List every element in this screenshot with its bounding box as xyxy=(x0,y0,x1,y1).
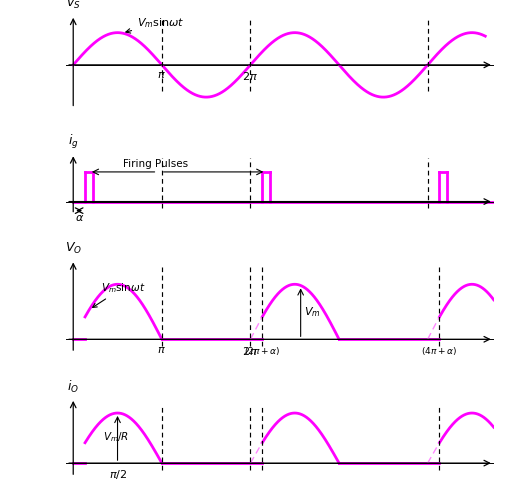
Text: $V_m$sin$\omega t$: $V_m$sin$\omega t$ xyxy=(126,16,184,33)
Text: $\pi$: $\pi$ xyxy=(157,70,166,80)
Text: $(2\pi+\alpha)$: $(2\pi+\alpha)$ xyxy=(244,345,280,357)
Text: $V_m$sin$\omega t$: $V_m$sin$\omega t$ xyxy=(93,281,145,308)
Text: $i_O$: $i_O$ xyxy=(67,379,79,395)
Text: Firing Pulses: Firing Pulses xyxy=(123,160,188,169)
Text: $\pi$: $\pi$ xyxy=(157,345,166,355)
Text: $\alpha$: $\alpha$ xyxy=(74,213,83,223)
Text: $V_O$: $V_O$ xyxy=(65,241,82,256)
Text: $i_g$: $i_g$ xyxy=(68,133,78,151)
Text: $V_m/R$: $V_m/R$ xyxy=(103,430,129,444)
Text: $\pi/2$: $\pi/2$ xyxy=(108,468,127,481)
Text: $2\pi$: $2\pi$ xyxy=(242,345,259,357)
Text: $2\pi$: $2\pi$ xyxy=(242,70,259,82)
Text: $v_S$: $v_S$ xyxy=(66,0,80,11)
Text: $V_m$: $V_m$ xyxy=(304,306,321,319)
Text: $(4\pi+\alpha)$: $(4\pi+\alpha)$ xyxy=(421,345,458,357)
